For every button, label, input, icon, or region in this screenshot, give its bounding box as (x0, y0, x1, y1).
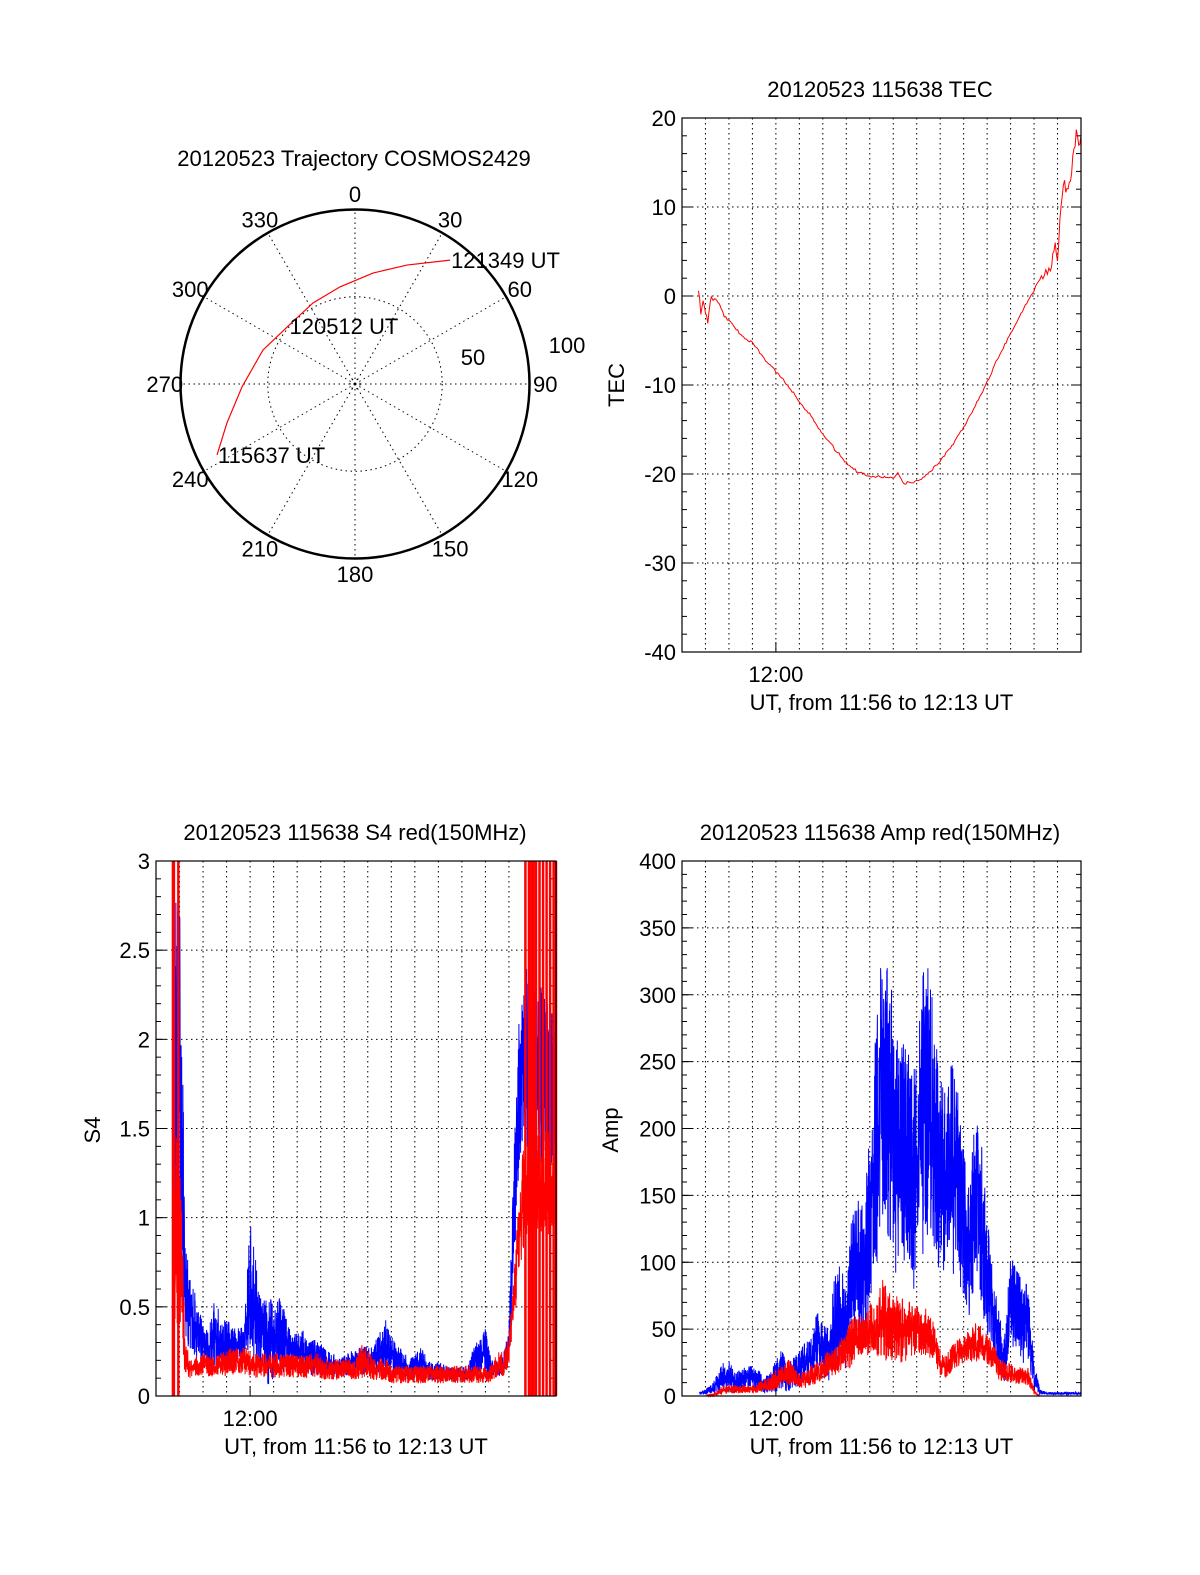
x-tick-label: 12:00 (748, 662, 803, 687)
y-tick-label: 200 (639, 1117, 676, 1142)
y-tick-label: 2 (138, 1027, 150, 1052)
y-axis-label: Amp (598, 1107, 623, 1152)
plot-frame (155, 860, 557, 1397)
series-line-red (699, 1279, 1081, 1398)
s4-chart: 20120523 115638 S4 red(150MHz) 0 0.5 1 1.5 2 2… (80, 820, 558, 1459)
y-tick-label: 350 (639, 916, 676, 941)
azimuth-spoke (203, 296, 356, 385)
azimuth-spoke (354, 383, 507, 472)
outer-circle (179, 208, 531, 560)
series-group (699, 968, 1082, 1398)
azimuth-label-240: 240 (172, 467, 209, 492)
trajectory: 115637 UT 120512 UT 121349 UT (216, 248, 560, 468)
x-tick-label: 12:00 (748, 1406, 803, 1431)
trajectory-line (216, 259, 451, 456)
azimuth-spoke (267, 232, 356, 385)
y-tick-label: 250 (639, 1050, 676, 1075)
y-tick-label: 20 (652, 106, 676, 131)
y-axis-label: S4 (80, 1117, 105, 1144)
azimuth-spoke (354, 383, 443, 536)
radial-label-50: 50 (461, 345, 485, 370)
azimuth-label-330: 330 (242, 207, 279, 232)
y-tick-label: 0 (664, 284, 676, 309)
center-ring (349, 378, 361, 390)
chart-title: 20120523 115638 S4 red(150MHz) (183, 820, 526, 845)
tec-chart: 20120523 115638 TEC -40 -30 -20 -10 0 10 20 12:0… (604, 77, 1082, 715)
amp-chart: 20120523 115638 Amp red(150MHz) 0 50 100 150… (598, 820, 1082, 1459)
azimuth-spoke (267, 383, 356, 536)
y-tick-label: 150 (639, 1183, 676, 1208)
y-axis-label: TEC (604, 363, 629, 407)
y-tick-label: -20 (644, 462, 676, 487)
series-line-TEC (697, 129, 1082, 485)
azimuth-label-30: 30 (438, 207, 462, 232)
y-tick-label: 0.5 (119, 1295, 150, 1320)
polar-azimuth-labels: 0 30 60 90 120 150 180 210 240 270 300 330 (146, 182, 557, 587)
x-axis-label: UT, from 11:56 to 12:13 UT (750, 1434, 1014, 1459)
azimuth-label-90: 90 (533, 372, 557, 397)
polar-trajectory-plot: 20120523 Trajectory COSMOS2429 0 30 60 90 12… (146, 146, 585, 587)
plot-frame (681, 860, 1082, 1397)
y-tick-label: 50 (652, 1317, 676, 1342)
chart-title: 20120523 115638 Amp red(150MHz) (700, 820, 1060, 845)
trajectory-time-label: 121349 UT (451, 248, 560, 273)
y-tick-label: -40 (644, 640, 676, 665)
y-tick-label: 100 (639, 1250, 676, 1275)
azimuth-label-120: 120 (501, 467, 538, 492)
polar-grid (179, 208, 531, 560)
series-group (697, 129, 1082, 485)
series-line-blue (173, 897, 557, 1385)
y-tick-label: 2.5 (119, 938, 150, 963)
azimuth-label-210: 210 (242, 537, 279, 562)
elevation-ring-50 (267, 296, 443, 472)
x-tick-label: 12:00 (223, 1406, 278, 1431)
plot-frame (681, 117, 1082, 653)
series-line-red (173, 1083, 557, 1384)
trajectory-time-label: 115637 UT (218, 443, 325, 468)
x-axis-label: UT, from 11:56 to 12:13 UT (224, 1434, 488, 1459)
y-tick-label: 0 (138, 1384, 150, 1409)
chart-title: 20120523 115638 TEC (767, 77, 993, 102)
azimuth-label-270: 270 (146, 372, 183, 397)
azimuth-spoke (203, 383, 356, 472)
polar-title: 20120523 Trajectory COSMOS2429 (177, 146, 530, 171)
radial-label-100: 100 (549, 333, 586, 358)
y-tick-label: 0 (664, 1384, 676, 1409)
azimuth-label-150: 150 (432, 537, 469, 562)
y-tick-label: 300 (639, 983, 676, 1008)
y-tick-label: -10 (644, 373, 676, 398)
azimuth-label-180: 180 (337, 562, 374, 587)
y-tick-label: 1.5 (119, 1117, 150, 1142)
azimuth-spoke (354, 232, 443, 385)
trajectory-time-label: 120512 UT (289, 314, 398, 339)
y-tick-label: 400 (639, 849, 676, 874)
series-group (171, 861, 558, 1396)
y-tick-label: 1 (138, 1206, 150, 1231)
azimuth-label-60: 60 (507, 277, 531, 302)
y-tick-label: 10 (652, 195, 676, 220)
y-tick-label: 3 (138, 849, 150, 874)
x-axis-label: UT, from 11:56 to 12:13 UT (750, 690, 1014, 715)
azimuth-label-0: 0 (349, 182, 361, 207)
azimuth-spoke (354, 296, 507, 385)
y-tick-label: -30 (644, 551, 676, 576)
azimuth-label-300: 300 (172, 277, 209, 302)
